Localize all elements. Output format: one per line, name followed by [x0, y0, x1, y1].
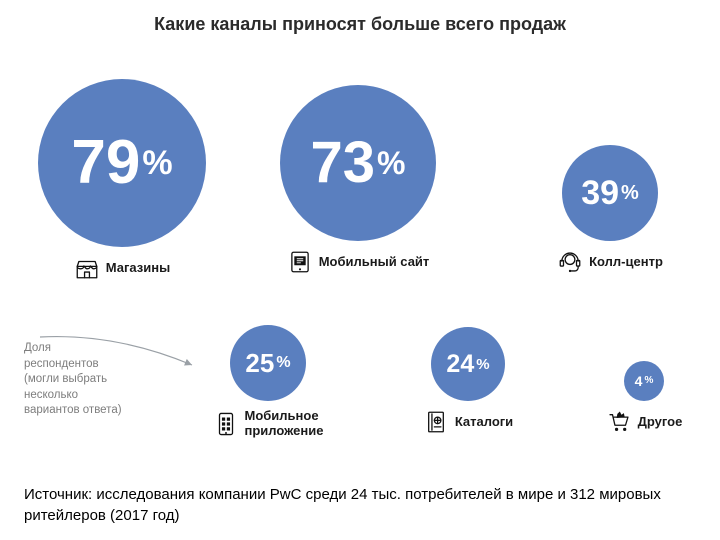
mobile-site-icon	[287, 249, 313, 275]
chart-title: Какие каналы приносят больше всего прода…	[0, 0, 720, 35]
bubble-label-row: Каталоги	[423, 409, 513, 435]
bubble-label-row: Мобильный сайт	[287, 249, 430, 275]
headset-icon	[557, 249, 583, 275]
app-icon	[213, 411, 239, 437]
source-text: Источник: исследования компании PwC сред…	[24, 484, 696, 526]
bubble-value: 24	[446, 352, 474, 377]
percent-sign: %	[621, 183, 639, 203]
bubble-label: Мобильноеприложение	[245, 409, 324, 439]
cart-icon	[606, 409, 632, 435]
store-icon	[74, 255, 100, 281]
bubble-other: 4%	[624, 361, 664, 401]
bubble-value: 73	[311, 134, 376, 192]
bubble-value: 25	[245, 350, 274, 376]
bubble-item-mobile-site: 73% Мобильный сайт	[280, 85, 436, 275]
bubble-item-catalogs: 24% Каталоги	[398, 327, 538, 435]
percent-sign: %	[276, 355, 290, 371]
bubble-label-row: Мобильноеприложение	[213, 409, 324, 439]
bubble-value: 4	[635, 374, 643, 388]
percent-sign: %	[476, 357, 489, 372]
bubble-item-stores: 79% Магазины	[38, 79, 206, 281]
bubble-label: Мобильный сайт	[319, 255, 430, 270]
bubble-value: 79	[71, 132, 140, 194]
bubble-label-row: Колл-центр	[557, 249, 663, 275]
bubble-label-row: Другое	[606, 409, 683, 435]
bubble-label: Магазины	[106, 261, 170, 276]
bubble-mobile-app: 25%	[230, 325, 306, 401]
bubble-catalogs: 24%	[431, 327, 505, 401]
bubble-label: Колл-центр	[589, 255, 663, 270]
bubble-mobile-site: 73%	[280, 85, 436, 241]
percent-sign: %	[377, 147, 405, 179]
bubble-item-other: 4% Другое	[574, 361, 714, 435]
bubble-stores: 79%	[38, 79, 206, 247]
percent-sign: %	[142, 146, 172, 180]
bubble-call-center: 39%	[562, 145, 658, 241]
catalog-icon	[423, 409, 449, 435]
annotation-text: Доляреспондентов(могли выбратьнескольков…	[24, 341, 164, 419]
bubble-label: Каталоги	[455, 415, 513, 430]
bubble-item-call-center: 39% Колл-центр	[540, 145, 680, 275]
bubble-chart: Доляреспондентов(могли выбратьнескольков…	[0, 35, 720, 475]
bubble-label-row: Магазины	[74, 255, 170, 281]
bubble-item-mobile-app: 25% Мобильноеприложение	[198, 325, 338, 439]
bubble-label: Другое	[638, 415, 683, 430]
percent-sign: %	[644, 376, 653, 386]
bubble-value: 39	[581, 176, 619, 210]
